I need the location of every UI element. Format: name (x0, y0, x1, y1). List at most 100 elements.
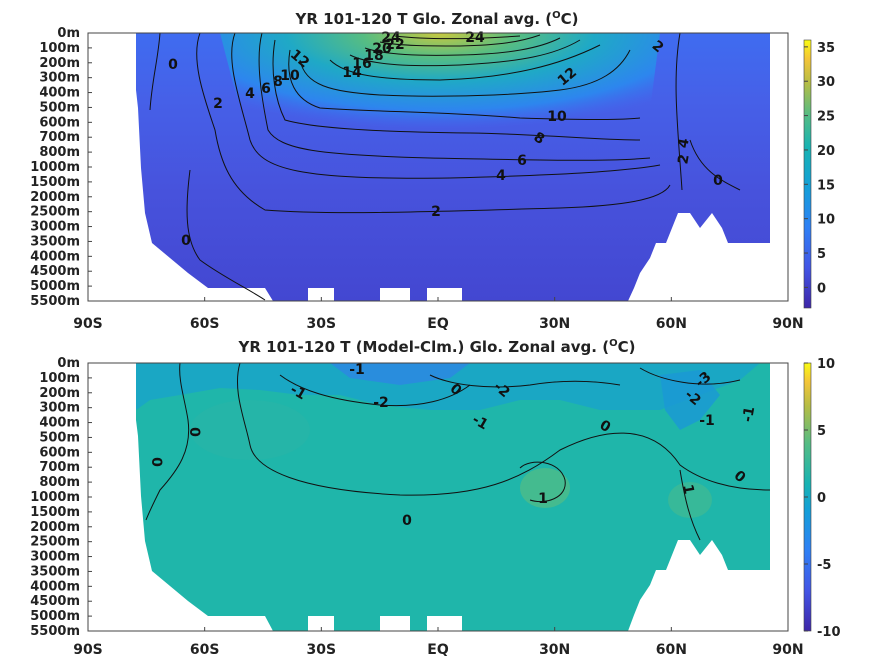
contour-label: 1 (679, 483, 696, 495)
y-tick-label: 3000m (30, 550, 80, 565)
y-tick-label: 200m (39, 56, 80, 71)
y-tick-label: 100m (39, 41, 80, 56)
contour-label: 16 (352, 56, 371, 72)
y-tick-label: 5500m (30, 624, 80, 639)
x-tick-label: 30S (307, 316, 337, 332)
x-tick-label: EQ (427, 642, 449, 656)
top-y-axis: 0m100m200m300m400m500m600m700m800m1000m1… (30, 26, 92, 309)
y-tick-label: 1000m (30, 160, 80, 175)
colorbar-tick-label: 25 (817, 110, 835, 125)
contour-label: 4 (245, 86, 255, 102)
y-tick-label: 600m (39, 115, 80, 130)
x-tick-label: 30S (307, 642, 337, 656)
contour-label: 2 (431, 204, 441, 220)
y-tick-label: 5000m (30, 609, 80, 624)
contour-label: 0 (148, 457, 164, 467)
y-tick-label: 2500m (30, 205, 80, 220)
top-colorbar-ticks: 35 30 25 20 15 10 5 0 (804, 41, 835, 296)
x-tick-label: 90N (772, 316, 803, 332)
y-tick-label: 4500m (30, 264, 80, 279)
y-tick-label: 2000m (30, 520, 80, 535)
x-tick-label: 30N (539, 642, 570, 656)
y-tick-label: 800m (39, 475, 80, 490)
y-tick-label: 500m (39, 430, 80, 445)
colorbar-tick-label: 0 (817, 281, 826, 296)
contour-label: 0 (181, 233, 191, 249)
colorbar-tick-label: 20 (817, 144, 835, 159)
x-tick-label: EQ (427, 316, 449, 332)
bottom-field (136, 363, 770, 631)
x-tick-label: 60N (656, 642, 687, 656)
y-tick-label: 3000m (30, 220, 80, 235)
x-tick-label: 90S (73, 642, 103, 656)
y-tick-label: 500m (39, 100, 80, 115)
contour-label: 0 (168, 57, 178, 73)
contour-label: 6 (517, 153, 527, 169)
contour-label: 20 (372, 41, 392, 57)
y-tick-label: 1000m (30, 490, 80, 505)
contour-label: 10 (280, 68, 300, 84)
contour-label: 0 (713, 173, 723, 189)
y-tick-label: 700m (39, 130, 80, 145)
y-tick-label: 700m (39, 460, 80, 475)
colorbar-tick-label: 0 (817, 491, 826, 506)
y-tick-label: 400m (39, 416, 80, 431)
colorbar-tick-label: 5 (817, 247, 826, 262)
bottom-chart-title: YR 101-120 T (Model-Clm.) Glo. Zonal avg… (238, 338, 636, 356)
y-tick-label: 4500m (30, 594, 80, 609)
contour-label: 18 (364, 48, 383, 64)
contour-label: 14 (342, 65, 362, 81)
y-tick-label: 200m (39, 386, 80, 401)
x-tick-label: 60N (656, 316, 687, 332)
contour-label: 24 (381, 30, 401, 46)
contour-label: 24 (465, 30, 485, 46)
contour-label: 0 (186, 427, 202, 437)
y-tick-label: 1500m (30, 175, 80, 190)
y-tick-label: 300m (39, 71, 80, 86)
y-tick-label: 300m (39, 401, 80, 416)
contour-label: 6 (261, 81, 271, 97)
bottom-colorbar-ticks: 10 5 0 -5 -10 (804, 357, 841, 640)
y-tick-label: 5000m (30, 279, 80, 294)
top-chart-title: YR 101-120 T Glo. Zonal avg. (OC) (295, 10, 579, 28)
y-tick-label: 0m (57, 356, 80, 371)
x-tick-label: 60S (190, 642, 220, 656)
y-tick-label: 4000m (30, 579, 80, 594)
bottom-contour-labels: -1 -1 -2 0 -2 -3 -2 -1 -1 -1 0 0 0 0 1 1… (148, 362, 758, 529)
bottom-y-axis: 0m100m200m300m400m500m600m700m800m1000m1… (30, 356, 92, 639)
y-tick-label: 2500m (30, 535, 80, 550)
colorbar-tick-label: 10 (817, 357, 835, 372)
y-tick-label: 3500m (30, 234, 80, 249)
y-tick-label: 4000m (30, 249, 80, 264)
top-x-axis: 90S 60S 30S EQ 30N 60N 90N (73, 297, 804, 332)
top-contours (149, 32, 741, 301)
y-tick-label: 3500m (30, 564, 80, 579)
colorbar-tick-label: 15 (817, 178, 835, 193)
top-field (136, 33, 770, 301)
colorbar-tick-label: 35 (817, 41, 835, 56)
contour-label: 22 (385, 37, 404, 53)
x-tick-label: 30N (539, 316, 570, 332)
contour-label: 1 (538, 491, 548, 507)
y-tick-label: 1500m (30, 505, 80, 520)
y-tick-label: 2000m (30, 190, 80, 205)
contour-label: -1 (740, 405, 758, 423)
contour-label: -1 (469, 412, 490, 434)
bottom-contours (145, 362, 771, 541)
contour-label: -1 (699, 413, 715, 429)
y-tick-label: 600m (39, 445, 80, 460)
bottom-x-axis: 90S 60S 30S EQ 30N 60N 90N (73, 627, 804, 656)
contour-label: -1 (287, 382, 308, 404)
y-tick-label: 100m (39, 371, 80, 386)
y-tick-label: 400m (39, 86, 80, 101)
contour-label: 10 (547, 109, 567, 125)
top-colorbar (803, 39, 812, 309)
contour-label: 2 (213, 96, 223, 112)
bottom-panel: YR 101-120 T (Model-Clm.) Glo. Zonal avg… (30, 338, 840, 656)
y-tick-label: 800m (39, 145, 80, 160)
contour-label: -1 (349, 362, 365, 378)
contour-label: 4 (675, 137, 692, 150)
colorbar-tick-label: -5 (817, 558, 831, 573)
contour-label: 2 (675, 153, 692, 165)
